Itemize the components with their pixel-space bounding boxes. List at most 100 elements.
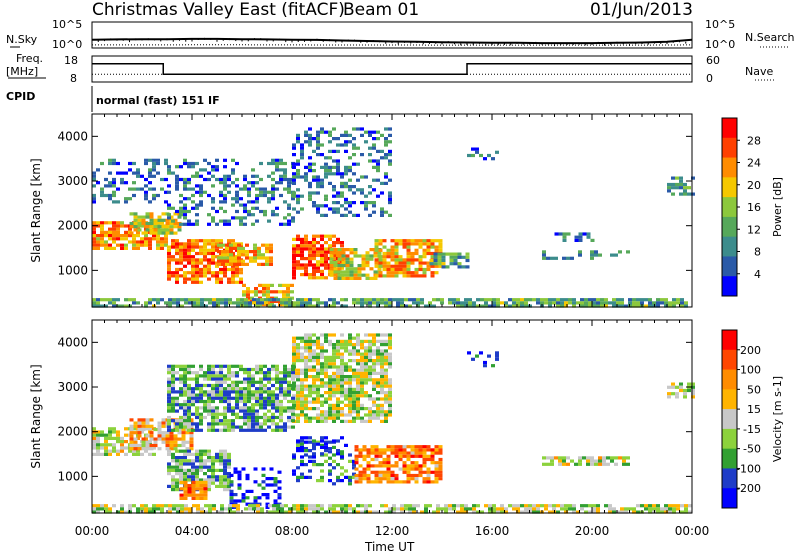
heatmap-cell [366,448,371,452]
heatmap-cell [187,219,191,223]
heatmap-cell [344,368,348,372]
heatmap-cell [144,301,148,305]
heatmap-cell [328,472,332,476]
heatmap-cell [133,440,138,444]
heatmap-cell [590,238,595,242]
heatmap-cell [280,298,284,302]
heatmap-cell [132,237,136,241]
heatmap-cell [402,261,407,265]
heatmap-cell [532,298,536,302]
heatmap-cell [148,187,152,191]
heatmap-cell [332,387,336,391]
heatmap-cell [620,510,624,514]
heatmap-cell [108,230,112,234]
heatmap-cell [332,359,336,363]
heatmap-cell [271,428,275,432]
heatmap-cell [223,219,227,223]
heatmap-cell [250,290,254,294]
heatmap-cell [328,359,332,363]
heatmap-cell [358,464,363,468]
heatmap-cell [176,507,180,511]
heatmap-cell [461,255,466,259]
heatmap-cell [235,396,239,400]
heatmap-cell [656,298,660,302]
heatmap-cell [267,174,271,178]
heatmap-cell [348,384,352,388]
heatmap-cell [255,387,259,391]
heatmap-cell [258,290,262,294]
heatmap-cell [183,456,187,460]
heatmap-cell [267,190,271,194]
heatmap-cell [304,266,308,270]
heatmap-cell [336,479,340,483]
heatmap-cell [504,510,508,514]
heatmap-cell [128,449,132,453]
heatmap-cell [437,258,442,263]
heatmap-cell [360,188,364,192]
heatmap-cell [564,304,568,308]
heatmap-cell [120,177,124,182]
heatmap-cell [398,454,403,458]
heatmap-cell [231,267,235,272]
heatmap-cell [368,359,372,363]
heatmap-cell [344,130,348,134]
heatmap-cell [352,153,356,157]
heatmap-cell [487,153,491,158]
heatmap-cell [422,274,427,278]
heatmap-cell [366,461,371,465]
heatmap-cell [177,431,182,435]
heatmap-cell [243,419,247,423]
heatmap-cell [175,187,179,191]
heatmap-cell [292,394,296,398]
heatmap-cell [438,470,443,474]
heatmap-cell [492,301,496,305]
heatmap-cell [183,468,187,472]
heatmap-cell [388,197,392,201]
heatmap-cell [148,174,152,178]
heatmap-cell [187,165,191,169]
heatmap-cell [374,258,379,262]
heatmap-cell [341,248,346,252]
heatmap-cell [255,390,259,394]
heatmap-cell [247,399,251,404]
heatmap-cell [211,387,215,391]
heatmap-cell [195,258,199,262]
heatmap-cell [358,477,363,481]
heatmap-cell [422,251,427,256]
heatmap-cell [251,184,255,188]
heatmap-cell [378,477,383,481]
heatmap-cell [564,504,568,508]
heatmap-cell [179,245,183,249]
heatmap-cell [203,258,207,262]
heatmap-cell [550,462,554,466]
heatmap-cell [664,298,668,302]
heatmap-cell [256,507,260,511]
heatmap-cell [333,273,338,277]
heatmap-cell [259,187,263,191]
heatmap-cell [92,504,96,508]
heatmap-cell [133,221,138,226]
heatmap-cell [556,504,560,508]
heatmap-cell [304,165,308,169]
heatmap-cell [336,172,340,176]
heatmap-cell [191,387,195,391]
heatmap-cell [128,187,132,191]
heatmap-cell [368,159,372,163]
heatmap-cell [191,393,195,397]
colorbar-swatch [722,488,737,509]
heatmap-cell [422,267,427,272]
heatmap-cell [568,504,572,508]
heatmap-cell [448,301,452,305]
heatmap-cell [308,333,312,337]
heatmap-cell [153,218,158,222]
heatmap-cell [292,504,296,508]
heatmap-cell [296,201,300,205]
colorbar-swatch [722,448,737,469]
heatmap-cell [227,396,231,400]
heatmap-cell [279,158,283,162]
heatmap-cell [183,161,187,166]
heatmap-cell [352,201,356,205]
heatmap-cell [667,186,671,190]
heatmap-cell [267,403,271,407]
heatmap-cell [92,171,96,175]
